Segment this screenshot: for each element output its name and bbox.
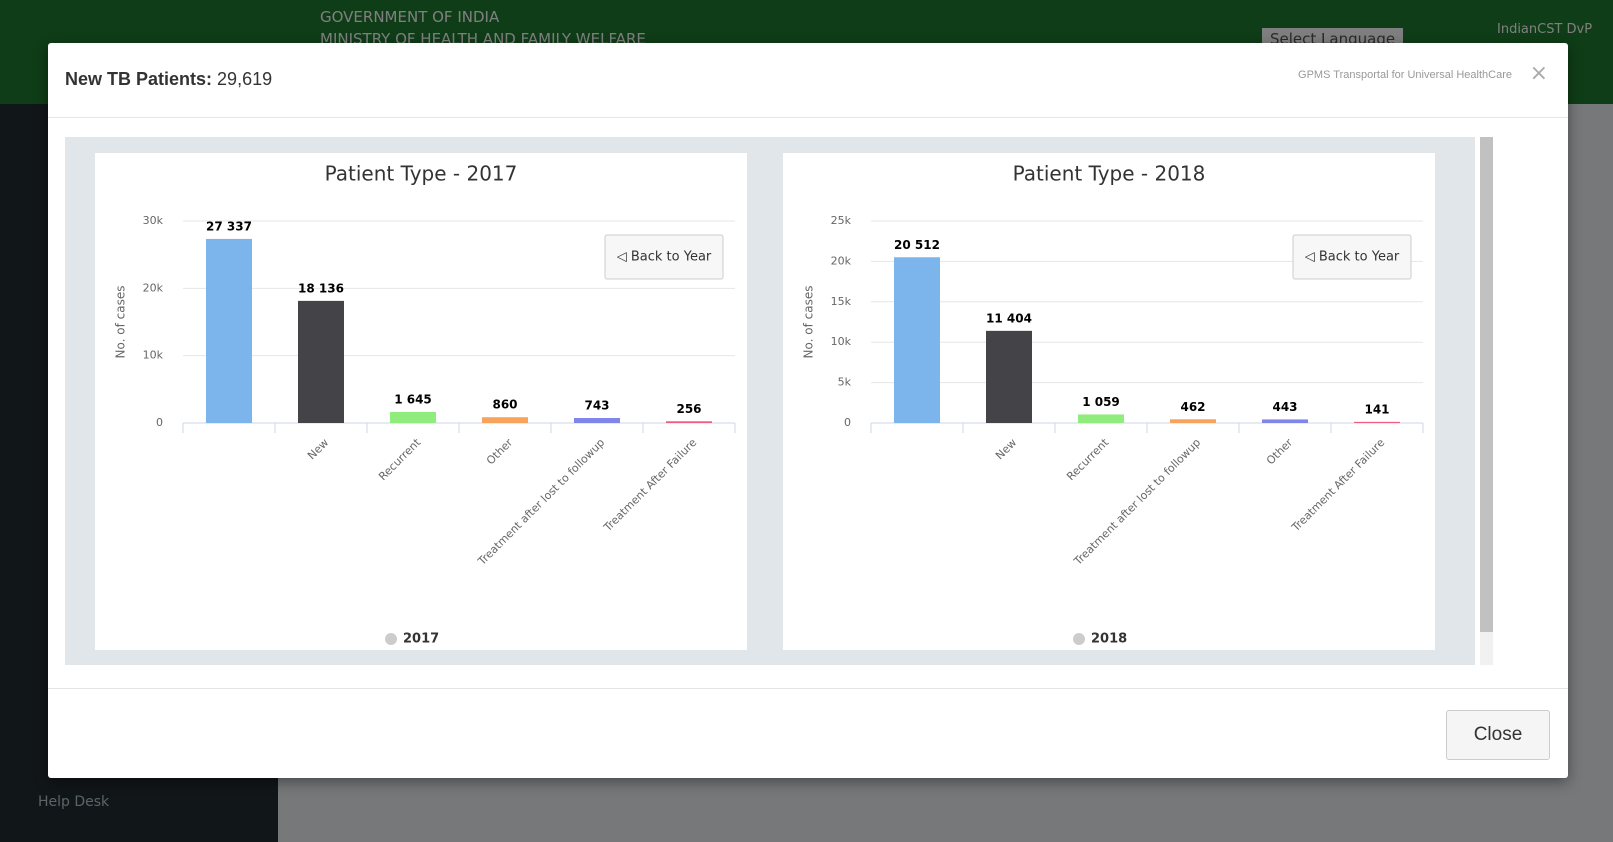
data-label: 27 337 (206, 219, 252, 233)
data-label: 443 (1272, 400, 1297, 414)
modal-header: New TB Patients: 29,619 GPMS Transportal… (48, 43, 1568, 118)
bar (482, 417, 528, 423)
y-axis-title: No. of cases (802, 286, 816, 359)
footer-divider (48, 688, 1568, 689)
y-tick-label: 0 (844, 416, 851, 429)
bar (666, 421, 712, 423)
bar (894, 257, 940, 423)
chart-title: Patient Type - 2018 (1013, 162, 1206, 186)
bar (206, 238, 252, 423)
legend-label[interactable]: 2018 (1091, 632, 1127, 647)
close-button[interactable]: Close (1446, 710, 1550, 760)
data-label: 743 (584, 398, 609, 412)
y-tick-label: 0 (156, 416, 163, 429)
y-tick-label: 20k (831, 254, 852, 267)
chart: Patient Type - 2017 No. of cases 0 10k 20k 30… (95, 153, 747, 650)
y-tick-label: 30k (143, 214, 164, 227)
legend-symbol[interactable] (1073, 633, 1085, 645)
bar (1354, 421, 1400, 423)
legend-symbol[interactable] (385, 633, 397, 645)
y-tick-label: 5k (838, 376, 852, 389)
bar (1262, 419, 1308, 423)
bar (1078, 414, 1124, 423)
y-tick-label: 15k (831, 295, 852, 308)
data-label: 18 136 (298, 281, 344, 295)
y-tick-label: 10k (831, 335, 852, 348)
chart-title: Patient Type - 2017 (325, 162, 518, 186)
x-tick-label: New (993, 436, 1019, 462)
y-tick-label: 25k (831, 214, 852, 227)
data-label: 141 (1364, 402, 1389, 416)
data-label: 462 (1180, 400, 1205, 414)
data-label: 11 404 (986, 311, 1032, 325)
data-label: 20 512 (894, 238, 940, 252)
back-button[interactable] (604, 234, 724, 280)
data-label: 860 (492, 398, 517, 412)
bar (298, 300, 344, 423)
back-button-label[interactable]: ◁ Back to Year (617, 250, 712, 265)
x-tick-label: Recurrent (1064, 436, 1112, 484)
x-tick-label: Recurrent (376, 436, 424, 484)
back-button[interactable] (1292, 234, 1412, 280)
title-value: 29,619 (217, 69, 273, 89)
data-label: 1 059 (1082, 395, 1120, 409)
modal-title: New TB Patients: 29,619 (65, 69, 272, 90)
x-tick-label: New (305, 436, 331, 462)
x-tick-label: Treatment After Failure (1289, 436, 1388, 535)
chart: Patient Type - 2018 No. of cases 0 5k 10k 15k… (783, 153, 1435, 650)
y-tick-label: 10k (143, 349, 164, 362)
y-axis-title: No. of cases (114, 286, 128, 359)
y-tick-label: 20k (143, 281, 164, 294)
bar (390, 411, 436, 423)
scrollbar[interactable] (1480, 137, 1493, 665)
modal-body: Patient Type - 2017 No. of cases 0 10k 20k 30… (65, 137, 1493, 665)
x-tick-label: Other (1264, 436, 1296, 468)
dismiss-button[interactable]: × (1529, 61, 1548, 86)
title-label: New TB Patients: (65, 69, 213, 89)
scroll-thumb[interactable] (1480, 137, 1493, 632)
bar (574, 417, 620, 423)
back-button-label[interactable]: ◁ Back to Year (1305, 250, 1400, 265)
bar (1170, 419, 1216, 423)
x-tick-label: Other (484, 436, 516, 468)
x-tick-label: Treatment After Failure (601, 436, 700, 535)
bar (986, 330, 1032, 423)
brand: GPMS Transportal for Universal HealthCar… (1298, 69, 1512, 81)
data-label: 256 (676, 402, 701, 416)
legend-label[interactable]: 2017 (403, 632, 439, 647)
modal: New TB Patients: 29,619 GPMS Transportal… (48, 43, 1568, 778)
data-label: 1 645 (394, 392, 432, 406)
